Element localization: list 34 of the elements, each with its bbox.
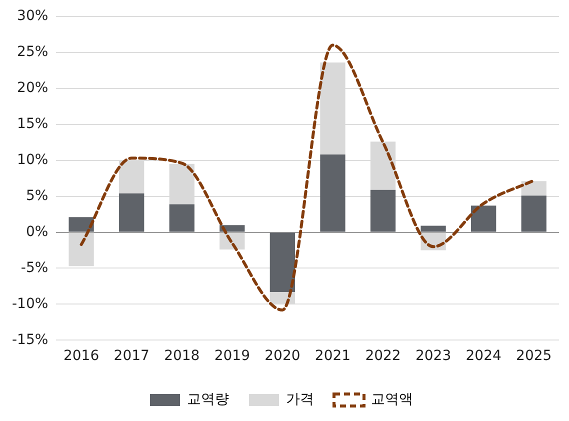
x-tick-label: 2022 <box>365 348 401 364</box>
y-tick-label: 10% <box>17 152 48 168</box>
bar <box>169 204 194 232</box>
x-tick-label: 2020 <box>264 348 300 364</box>
legend-label: 교역량 <box>187 392 229 408</box>
bar <box>320 154 346 232</box>
y-tick-label: -15% <box>12 332 48 348</box>
y-tick-label: -10% <box>12 296 48 312</box>
bar <box>370 190 396 232</box>
y-tick-label: 20% <box>17 80 48 96</box>
bar <box>420 226 446 232</box>
x-tick-label: 2019 <box>214 348 250 364</box>
legend-label: 가격 <box>286 392 314 408</box>
bar <box>521 196 546 232</box>
bar <box>270 232 296 292</box>
x-tick-label: 2024 <box>466 348 502 364</box>
x-tick-label: 2018 <box>164 348 200 364</box>
y-tick-label: 25% <box>17 44 48 60</box>
x-tick-label: 2017 <box>114 348 150 364</box>
y-tick-label: -5% <box>20 260 48 276</box>
bar <box>119 193 144 232</box>
x-tick-label: 2023 <box>415 348 452 364</box>
bar <box>68 217 94 232</box>
y-tick-label: 0% <box>26 224 48 240</box>
bar <box>471 206 496 232</box>
line-series <box>80 44 536 312</box>
x-tick-label: 2025 <box>516 348 552 364</box>
x-tick-label: 2016 <box>63 348 100 364</box>
bar <box>521 181 546 196</box>
y-tick-label: 15% <box>17 116 48 132</box>
legend-label: 교역액 <box>371 392 413 408</box>
y-tick-label: 30% <box>17 8 48 24</box>
y-tick-label: 5% <box>26 188 48 204</box>
x-tick-label: 2021 <box>314 348 351 364</box>
